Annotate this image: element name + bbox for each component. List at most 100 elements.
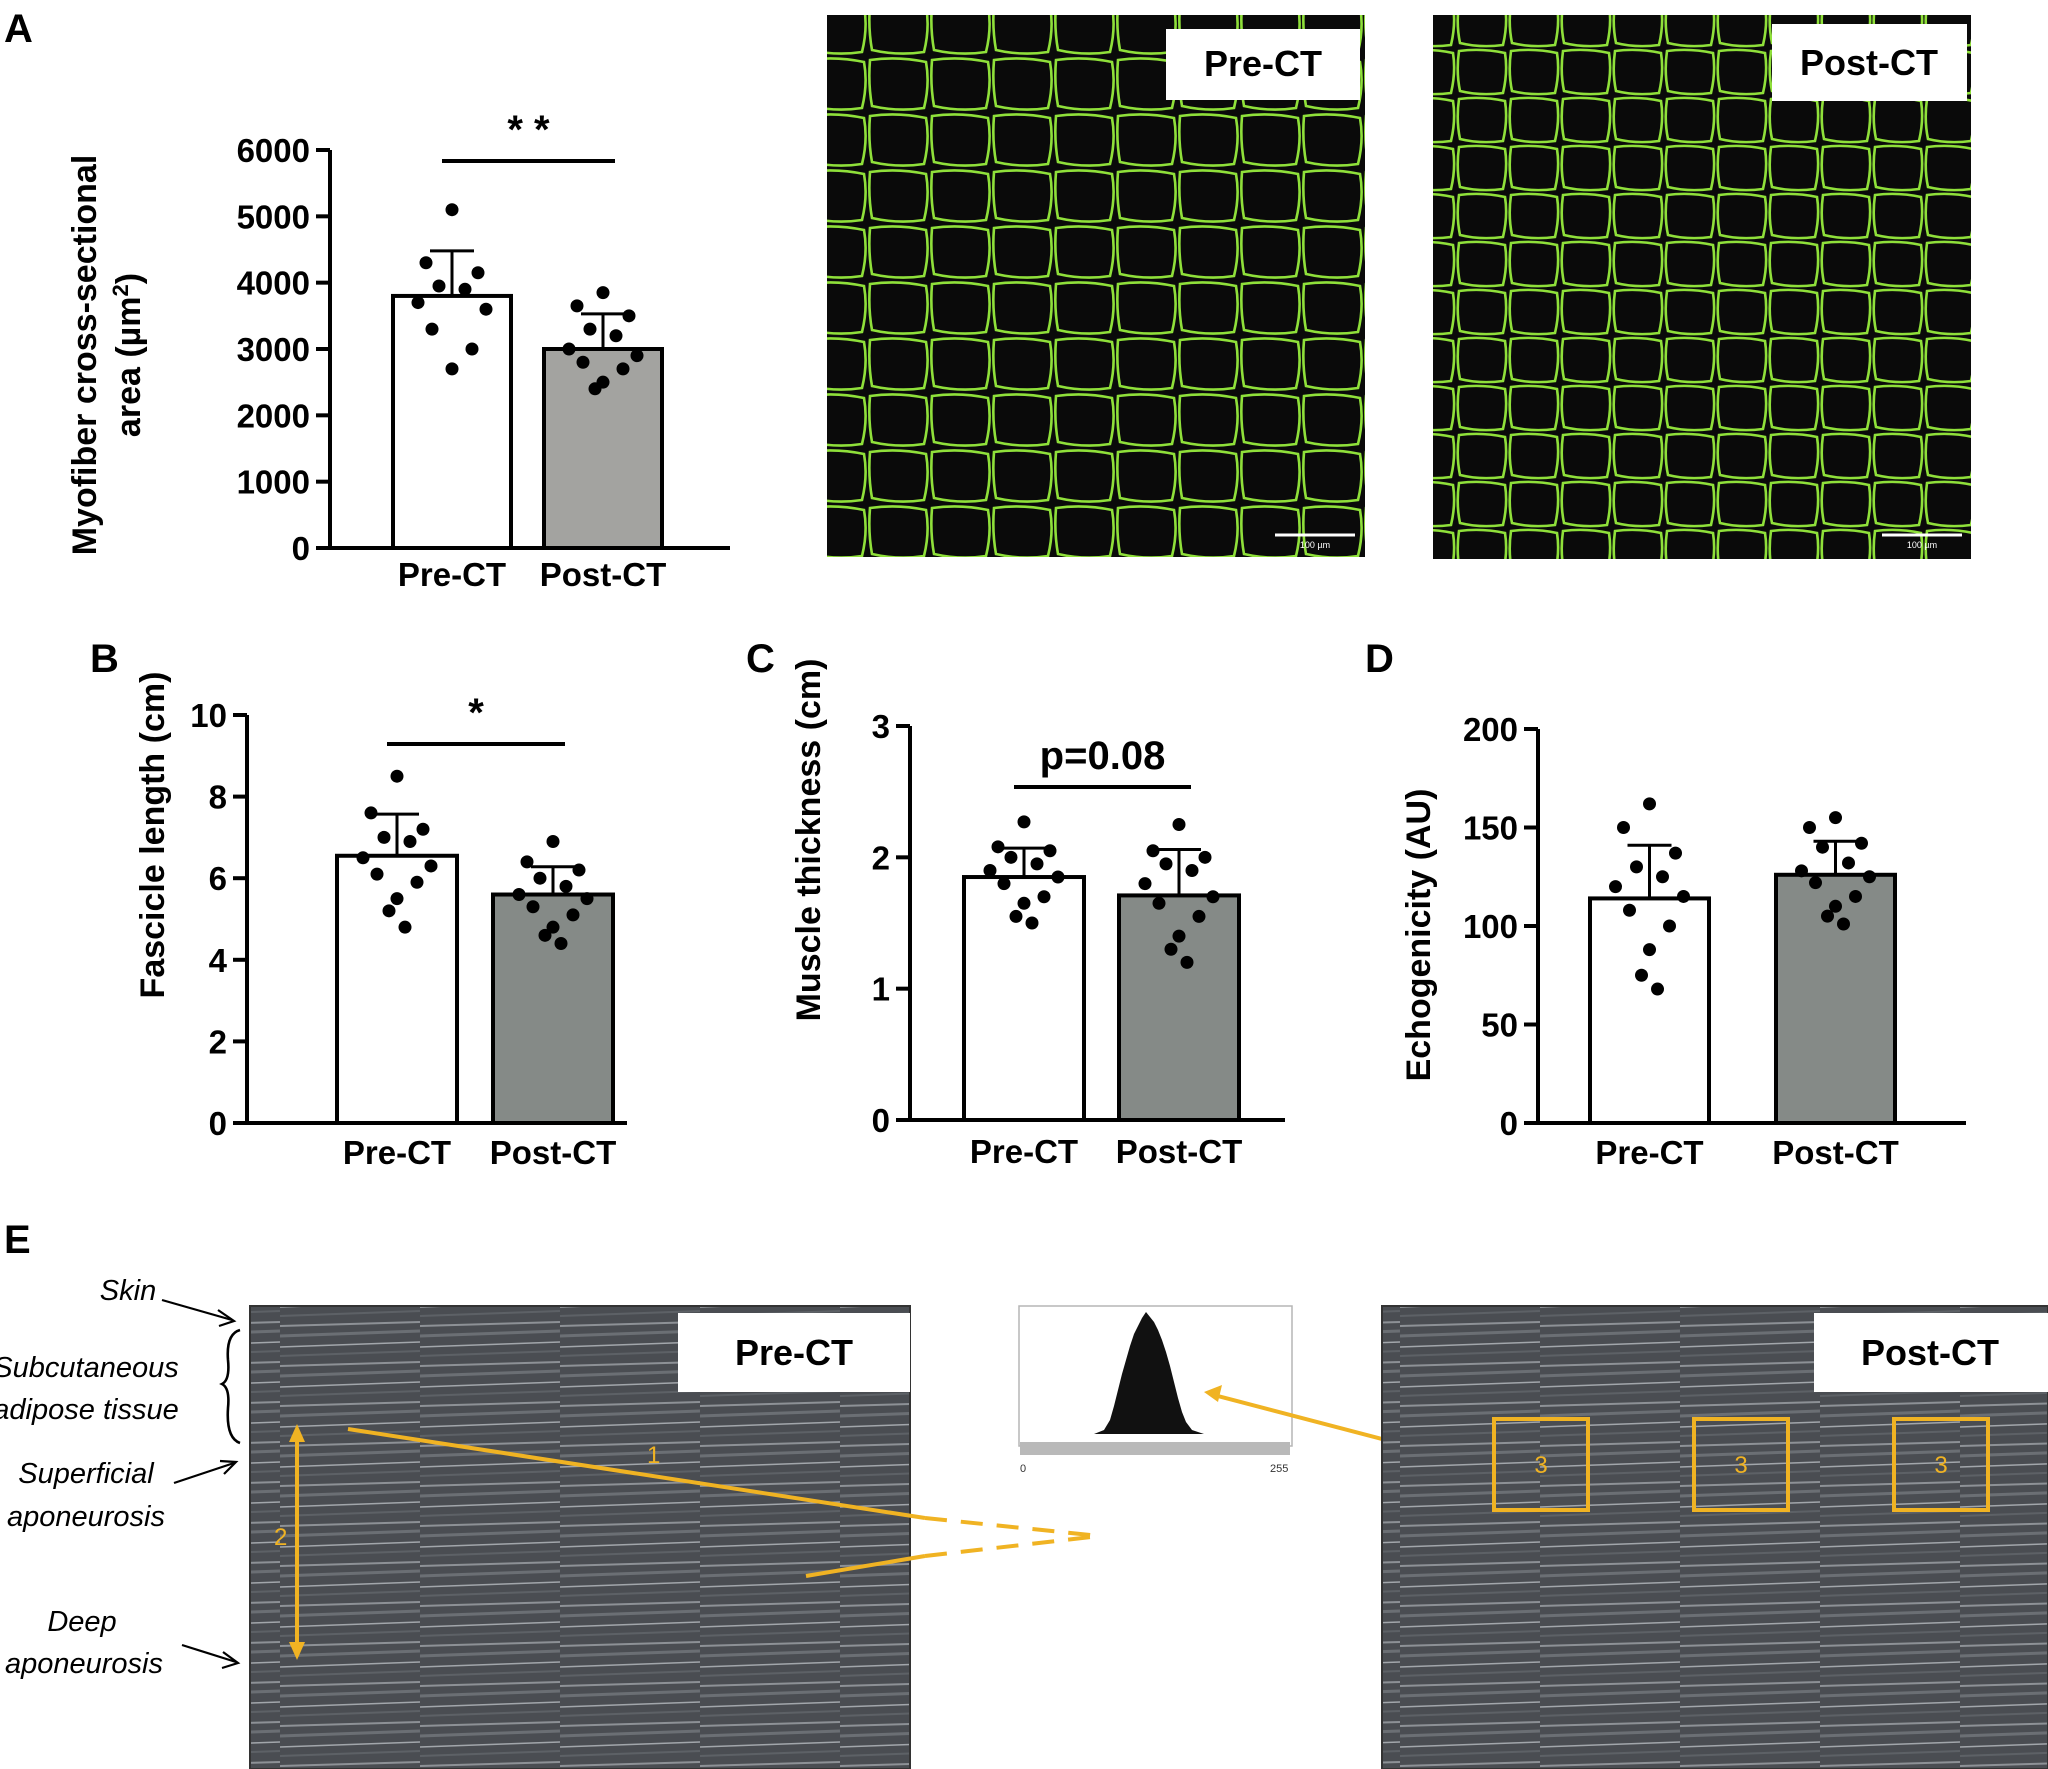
point-c-1-3 [1159, 857, 1173, 871]
point-a-0-9 [445, 362, 459, 376]
micrograph-pre: Pre-CT 100 µm [827, 15, 1365, 557]
chart-c: 0 1 2 3 Muscle thickness (cm) Pre-CT Post-CT p=… [790, 659, 1285, 1170]
point-b-1-4 [559, 879, 573, 893]
panel-letter-a: A [4, 7, 33, 51]
y-tick-label-d-0: 0 [1500, 1105, 1518, 1142]
significance-label-a: * * [507, 108, 550, 152]
point-c-0-8 [1037, 890, 1051, 904]
point-c-1-10 [1164, 942, 1178, 956]
point-b-0-3 [377, 830, 391, 844]
bar-a-pre [391, 293, 513, 550]
y-axis-title-d: Echogenicity (AU) [1400, 789, 1438, 1082]
point-d-0-6 [1677, 889, 1690, 903]
point-d-0-7 [1623, 903, 1636, 917]
point-d-0-0 [1643, 797, 1656, 811]
point-b-1-8 [566, 908, 580, 922]
ultrasound-post: Post-CT 3 3 3 [1381, 1305, 2048, 1769]
point-a-1-8 [616, 362, 630, 376]
significance-label-c: p=0.08 [1040, 734, 1166, 778]
point-c-1-9 [1172, 929, 1186, 943]
category-label-b-1: Post-CT [490, 1134, 617, 1171]
point-d-1-9 [1829, 899, 1842, 913]
bar-c-pre [962, 875, 1086, 1122]
point-d-1-2 [1855, 836, 1868, 850]
panel-letter-e: E [4, 1218, 31, 1262]
y-tick-label-b-4: 8 [209, 779, 227, 816]
y-axis-title-sup-a: 2 [108, 284, 133, 296]
point-b-0-10 [382, 904, 396, 918]
y-tick-label-b-1: 2 [209, 1023, 227, 1060]
chart-a: 0 1000 2000 3000 4000 5000 6000 Myofiber cross-… [66, 108, 730, 593]
point-a-1-5 [562, 342, 576, 356]
point-b-0-7 [370, 867, 384, 881]
point-b-1-7 [526, 900, 540, 914]
y-tick-label-b-3: 6 [209, 860, 227, 897]
category-label-c-0: Pre-CT [970, 1133, 1078, 1170]
scale-bar-label-post: 100 µm [1907, 540, 1937, 550]
y-axis-title-line1-a: Myofiber cross-sectional [66, 155, 104, 556]
roi-number-2: 3 [1734, 1452, 1747, 1479]
y-tick-label-b-2: 4 [209, 942, 228, 979]
micrograph-label-post: Post-CT [1800, 42, 1938, 83]
y-tick-label-b-5: 10 [190, 697, 227, 734]
point-d-0-2 [1669, 846, 1682, 860]
point-c-0-10 [1009, 909, 1023, 923]
point-d-1-10 [1821, 909, 1834, 923]
point-c-1-6 [1206, 890, 1220, 904]
y-axis-title-b: Fascicle length (cm) [134, 672, 172, 999]
ultrasound-label-pre: Pre-CT [735, 1332, 853, 1373]
roi-box-1 [1492, 1417, 1590, 1512]
label-superficial-2: aponeurosis [7, 1501, 165, 1533]
y-tick-label-d-4: 200 [1463, 711, 1518, 748]
point-c-0-5 [983, 863, 997, 877]
point-a-0-2 [471, 266, 485, 280]
point-c-0-3 [1004, 850, 1018, 864]
point-c-1-8 [1192, 909, 1206, 923]
ultrasound-label-post: Post-CT [1861, 1332, 1999, 1373]
scale-bar-label-pre: 100 µm [1300, 540, 1330, 550]
histogram-tick-0: 0 [1020, 1463, 1026, 1475]
point-b-1-2 [572, 863, 586, 877]
point-d-1-8 [1849, 889, 1862, 903]
point-d-0-3 [1630, 860, 1643, 874]
point-d-1-7 [1809, 876, 1822, 890]
roi-box-3 [1892, 1417, 1990, 1512]
y-tick-label-a-6: 6000 [237, 132, 310, 169]
point-b-1-5 [512, 888, 526, 902]
point-a-1-4 [609, 329, 623, 343]
point-c-0-1 [991, 840, 1005, 854]
label-skin: Skin [100, 1275, 156, 1307]
y-tick-label-a-3: 3000 [237, 331, 310, 368]
point-d-1-5 [1795, 864, 1808, 878]
y-tick-label-a-2: 2000 [237, 397, 310, 434]
point-b-0-0 [390, 769, 404, 783]
point-b-1-1 [520, 855, 534, 869]
label-superficial-1: Superficial [18, 1458, 155, 1490]
point-c-0-6 [1051, 870, 1065, 884]
point-c-1-5 [1138, 877, 1152, 891]
point-b-1-10 [538, 928, 552, 942]
histogram-tick-255: 255 [1270, 1463, 1288, 1475]
point-b-0-9 [390, 892, 404, 906]
anatomy-labels: Skin Subcutaneous adipose tissue Superfi… [0, 1275, 241, 1680]
point-d-1-1 [1803, 821, 1816, 834]
point-a-1-6 [630, 349, 644, 363]
point-d-0-1 [1617, 821, 1630, 834]
category-label-a-1: Post-CT [540, 556, 667, 593]
point-d-0-11 [1651, 982, 1664, 996]
micrograph-post: Post-CT 100 µm [1433, 15, 1971, 559]
significance-label-b: * [468, 691, 484, 735]
point-a-1-3 [583, 322, 597, 336]
point-a-0-5 [411, 296, 425, 310]
y-tick-label-d-1: 50 [1481, 1007, 1518, 1044]
point-b-1-3 [533, 871, 547, 885]
y-tick-label-d-3: 150 [1463, 810, 1518, 847]
point-b-1-11 [554, 936, 568, 950]
point-c-1-7 [1152, 896, 1166, 910]
y-axis-title-line2-a: area (µm [110, 297, 148, 438]
y-tick-label-c-2: 2 [872, 839, 890, 876]
annotation-thickness-number: 2 [274, 1524, 287, 1551]
point-b-1-0 [546, 834, 560, 848]
chart-b: 0 2 4 6 8 10 Fascicle length (cm) Pre-CT Post-CT… [134, 672, 627, 1171]
